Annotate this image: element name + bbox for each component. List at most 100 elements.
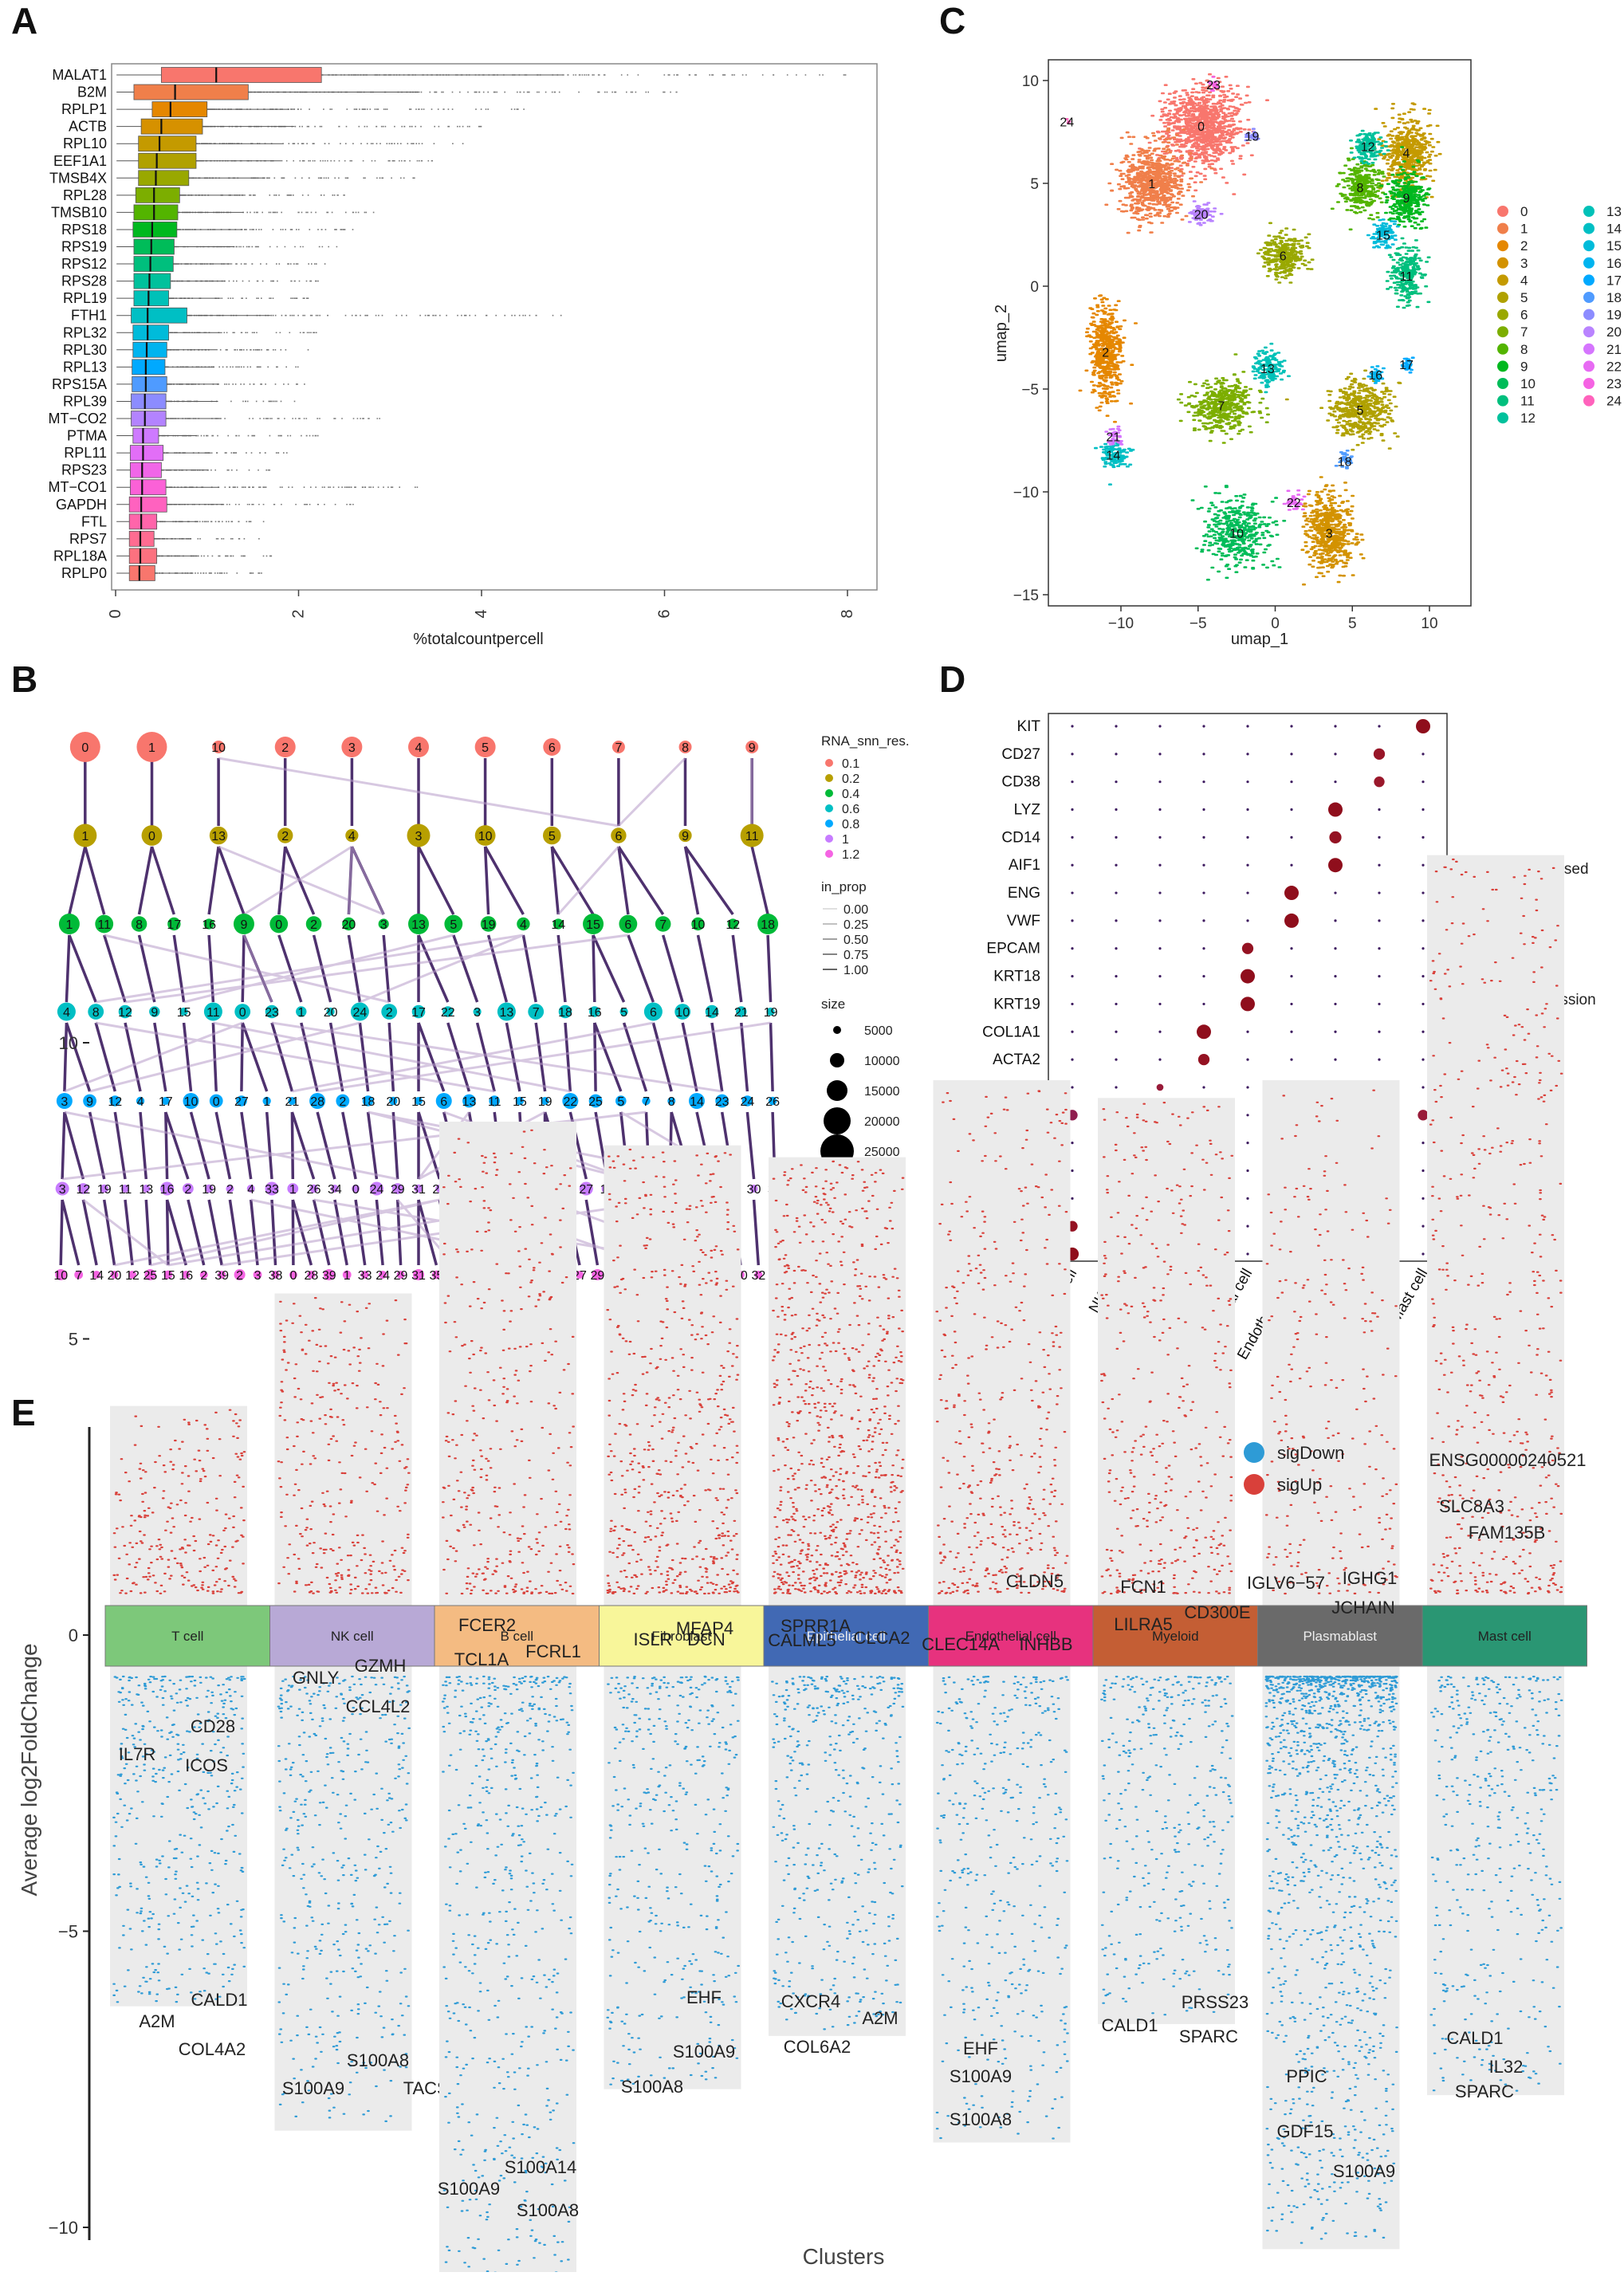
node-label: 10 <box>211 741 226 755</box>
node-label: 5 <box>549 830 556 843</box>
node-label: 31 <box>411 1183 426 1197</box>
tree-node <box>768 1096 777 1106</box>
expression-dot <box>1246 1197 1249 1200</box>
cluster-5-points <box>1284 369 1402 451</box>
y-tick-label: 10 <box>1022 73 1039 90</box>
tree-node <box>246 1185 255 1193</box>
down-gene-label: S100A14 <box>505 2157 577 2177</box>
legend-swatch <box>1497 343 1508 355</box>
node-label: 8 <box>668 1095 675 1109</box>
cluster-label: 11 <box>1400 270 1414 284</box>
legend-swatch <box>1497 360 1508 372</box>
up-gene-label: FCER2 <box>458 1615 516 1635</box>
expression-dot <box>1158 753 1162 756</box>
box-RPL39 <box>131 393 167 410</box>
tree-node <box>391 1183 403 1194</box>
legend-swatch <box>1583 309 1595 320</box>
expression-dot <box>1071 891 1074 894</box>
sig-up-points <box>442 1129 576 1595</box>
legend-swatch <box>1583 240 1595 252</box>
node-label: 11 <box>745 830 759 843</box>
down-gene-label: CALD1 <box>1102 2015 1158 2035</box>
tree-node <box>381 1004 398 1020</box>
expression-dot <box>1241 996 1255 1012</box>
tree-node <box>141 825 163 846</box>
expression-dot <box>1290 863 1293 867</box>
gene-label: COL1A1 <box>982 1024 1040 1040</box>
expression-dot <box>1115 835 1118 839</box>
cluster-2-points <box>1078 294 1138 423</box>
tree-cross-edges <box>64 1021 771 1093</box>
expression-dot <box>1290 974 1293 978</box>
tree-node <box>83 1094 96 1108</box>
tree-node <box>754 1271 763 1279</box>
tree-node <box>489 1095 500 1107</box>
node-label: 11 <box>206 1006 220 1020</box>
cluster-1-points <box>1104 127 1214 234</box>
legend-label: 0.25 <box>843 918 868 932</box>
tree-node <box>541 1097 549 1105</box>
expression-dot <box>1071 919 1074 922</box>
node-label: 21 <box>285 1095 299 1109</box>
expression-dot <box>1158 725 1162 728</box>
node-label: 29 <box>391 1183 405 1197</box>
node-label: 3 <box>254 1269 261 1283</box>
legend-label: 1 <box>1520 222 1528 237</box>
node-label: 3 <box>474 1006 481 1020</box>
tree-node <box>583 914 604 934</box>
expression-dot <box>1202 780 1205 784</box>
y-tick-label: −5 <box>58 1922 78 1942</box>
expression-dot <box>1158 1030 1162 1033</box>
down-gene-label: S100A8 <box>621 2077 683 2097</box>
box-RPL18A <box>128 548 158 564</box>
gene-label: CD38 <box>1001 774 1040 791</box>
expression-dot <box>1334 725 1337 728</box>
expression-dot <box>1071 1002 1074 1006</box>
node-label: 15 <box>161 1269 175 1283</box>
tree-node <box>161 1097 170 1105</box>
y-axis-title: Average log2FoldChange <box>17 1643 41 1896</box>
node-label: 10 <box>675 1006 690 1020</box>
node-label: 33 <box>265 1183 279 1197</box>
node-label: 28 <box>304 1269 318 1283</box>
tree-node <box>128 1271 136 1279</box>
node-label: 32 <box>751 1269 765 1283</box>
expression-dot <box>1378 1002 1381 1006</box>
cluster-bar <box>434 1605 600 1667</box>
node-label: 25 <box>144 1269 158 1283</box>
x-tick-label: 5 <box>1348 615 1357 632</box>
tree-node <box>362 1095 374 1107</box>
expression-dot <box>1421 1030 1425 1033</box>
node-label: 27 <box>579 1183 593 1197</box>
box-TMSB10 <box>133 204 179 221</box>
tree-node <box>342 1270 352 1280</box>
node-label: 21 <box>734 1006 749 1020</box>
expression-dot <box>1378 974 1381 978</box>
node-label: 0 <box>213 1095 220 1109</box>
cluster-bar-label: Fibroblast <box>651 1629 711 1644</box>
box-TMSB4X <box>138 170 190 187</box>
gene-label: AIF1 <box>1009 857 1040 874</box>
expression-dot <box>1378 891 1381 894</box>
tree-node <box>615 1095 627 1107</box>
node-label: 5 <box>620 1006 627 1020</box>
node-label: 2 <box>200 1269 207 1283</box>
legend-label: 0.00 <box>843 903 868 917</box>
expression-dot <box>1202 835 1205 839</box>
expression-dot <box>1246 891 1249 894</box>
up-gene-label: CLCA2 <box>854 1628 910 1648</box>
tree-node <box>69 732 100 762</box>
gene-label: ENG <box>1008 885 1040 902</box>
expression-dot <box>1378 947 1381 950</box>
node-label: 6 <box>624 918 631 932</box>
up-gene-label: GNLY <box>293 1668 340 1688</box>
up-gene-label: FCRL1 <box>525 1641 581 1661</box>
node-label: 2 <box>236 1269 243 1283</box>
tree-node <box>474 737 496 757</box>
tree-node <box>444 914 463 934</box>
tree-node <box>236 1095 247 1107</box>
expression-dot <box>1246 1058 1249 1061</box>
cluster-label: 16 <box>1368 369 1382 383</box>
node-label: 17 <box>411 1006 426 1020</box>
cluster-bar <box>269 1605 435 1667</box>
